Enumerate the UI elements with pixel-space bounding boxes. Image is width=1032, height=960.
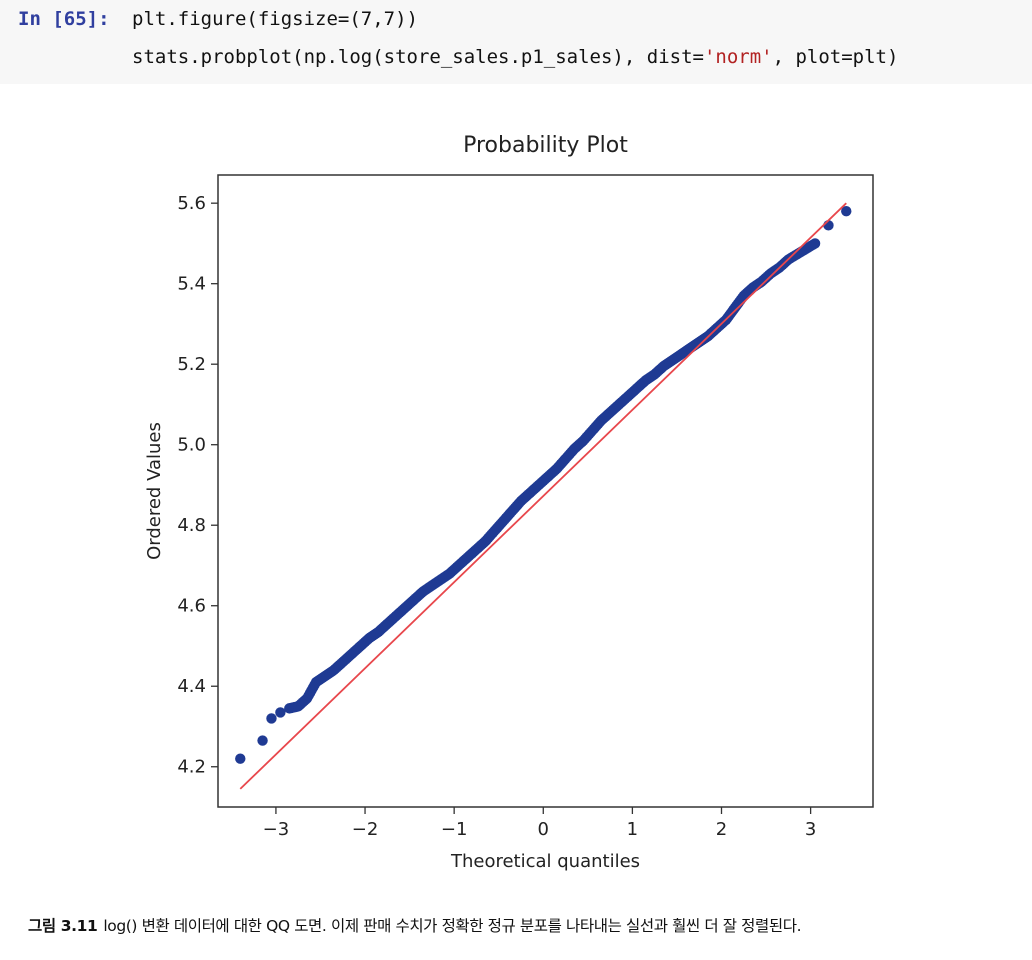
y-axis-label: Ordered Values [144, 422, 165, 560]
fit-line [239, 202, 847, 790]
code-line-2-after: , plot=plt) [772, 46, 899, 68]
code-line-2: stats.probplot(np.log(store_sales.p1_sal… [132, 46, 898, 68]
code-line-1: plt.figure(figsize=(7,7)) [132, 8, 418, 30]
code-line-1-text: plt.figure(figsize=(7,7)) [132, 8, 418, 30]
code-line-2-before: stats.probplot(np.log(store_sales.p1_sal… [132, 46, 704, 68]
x-tick-label: 2 [716, 819, 727, 840]
x-tick-label: −3 [263, 819, 290, 840]
figure-label: 그림 3.11 [28, 917, 98, 935]
x-tick-label: 1 [627, 819, 638, 840]
y-tick-label: 5.2 [177, 354, 206, 375]
probability-plot: Probability Plot −3 −2 −1 0 1 2 3 4.2 4.4 4.6 4.8… [144, 133, 874, 872]
data-point [823, 220, 834, 231]
y-tick-label: 5.0 [177, 435, 206, 456]
y-tick-label: 4.6 [177, 596, 206, 617]
figure-caption: 그림 3.11 log() 변환 데이터에 대한 QQ 도면. 이제 판매 수치가… [28, 914, 1018, 936]
x-axis: −3 −2 −1 0 1 2 3 [263, 807, 816, 840]
data-points [235, 206, 852, 764]
y-tick-label: 4.4 [177, 676, 206, 697]
data-point [266, 713, 277, 724]
y-tick-label: 4.8 [177, 515, 206, 536]
x-tick-label: −2 [352, 819, 379, 840]
data-point [235, 753, 246, 764]
x-tick-label: −1 [441, 819, 468, 840]
y-tick-label: 4.2 [177, 757, 206, 778]
cell-prompt: In [65]: [18, 8, 110, 30]
y-tick-label: 5.4 [177, 274, 206, 295]
data-point [841, 206, 852, 217]
data-point [275, 707, 286, 718]
x-axis-label: Theoretical quantiles [450, 851, 640, 872]
chart-title: Probability Plot [463, 133, 628, 158]
x-tick-label: 0 [538, 819, 549, 840]
x-tick-label: 3 [805, 819, 816, 840]
code-cell: In [65]: plt.figure(figsize=(7,7)) stats… [0, 0, 1032, 84]
data-point [809, 238, 821, 249]
y-axis: 4.2 4.4 4.6 4.8 5.0 5.2 5.4 5.6 [177, 193, 218, 778]
code-string-literal: 'norm' [703, 46, 773, 68]
caption-text: log() 변환 데이터에 대한 QQ 도면. 이제 판매 수치가 정확한 정규… [103, 917, 802, 935]
plot-frame [217, 174, 874, 808]
y-tick-label: 5.6 [177, 193, 206, 214]
data-point [257, 735, 268, 746]
